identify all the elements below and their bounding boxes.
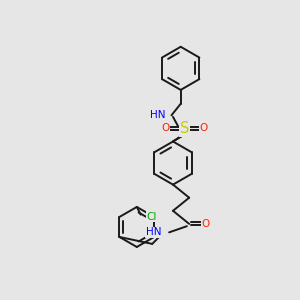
Text: O: O: [161, 123, 170, 134]
Text: O: O: [200, 123, 208, 134]
Text: S: S: [180, 121, 189, 136]
Text: O: O: [201, 219, 209, 229]
Text: HN: HN: [146, 227, 161, 237]
Text: HN: HN: [150, 110, 165, 120]
Text: Cl: Cl: [147, 212, 157, 222]
